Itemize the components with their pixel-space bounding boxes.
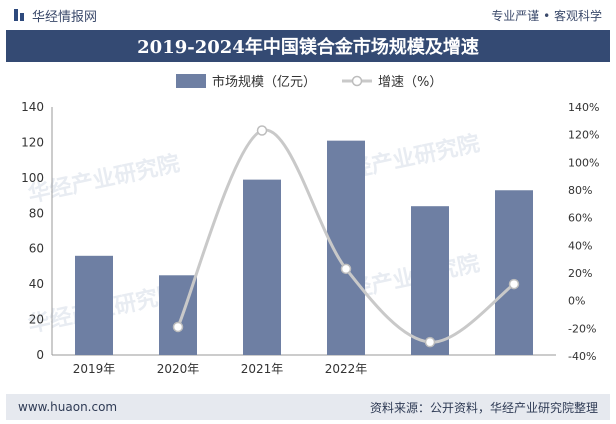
bar-2 [243,179,281,355]
left-tick-label: 20 [29,313,44,327]
x-tick-label: 2020年 [157,362,200,376]
left-tick-label: 0 [36,348,44,362]
left-tick-label: 140 [21,100,44,114]
footer-source: 资料来源：公开资料，华经产业研究院整理 [369,400,598,415]
tagline: 专业严谨 • 客观科学 [491,8,602,23]
x-tick-label: 2019年 [73,362,116,376]
logo-icon [14,9,24,21]
right-tick-label: 20% [568,267,592,280]
chart-svg: 华经产业研究院华经产业研究院华经产业研究院华经产业研究院020406080100… [21,74,599,376]
right-tick-label: 120% [568,129,599,142]
chart-title: 2019-2024年中国镁合金市场规模及增速 [6,30,610,62]
legend-line-label: 增速（%） [378,75,442,90]
x-tick-label: 2022年 [325,362,368,376]
left-tick-label: 80 [29,206,44,220]
right-tick-label: 140% [568,101,599,114]
legend-line-marker [351,75,363,87]
left-tick-label: 120 [21,135,44,149]
right-tick-label: 0% [568,295,585,308]
watermark-text: 华经产业研究院 [26,150,182,207]
left-tick-label: 40 [29,277,44,291]
right-tick-label: 40% [568,239,592,252]
brand-name: 华经情报网 [32,9,98,25]
growth-point-3 [424,336,436,348]
chart-area: 华经产业研究院华经产业研究院华经产业研究院华经产业研究院020406080100… [0,62,616,392]
x-tick-label: 2021年 [241,362,284,376]
bar-5 [495,190,533,355]
legend-bar-label: 市场规模（亿元） [212,74,316,90]
growth-point-4 [508,278,520,290]
footer-url[interactable]: www.huaon.com [18,400,118,414]
bar-4 [411,206,449,355]
growth-line [176,128,515,344]
growth-point-1 [256,125,268,136]
left-tick-label: 100 [21,171,44,185]
bar-0 [75,255,113,355]
growth-point-0 [172,321,184,333]
growth-point-2 [340,263,352,275]
top-header: 华经情报网 专业严谨 • 客观科学 [0,0,616,30]
right-tick-label: -20% [568,322,596,335]
right-tick-label: 60% [568,212,592,225]
right-tick-label: 100% [568,156,599,169]
right-tick-label: 80% [568,184,592,197]
left-tick-label: 60 [29,242,44,256]
legend-bar-swatch [176,74,206,88]
footer: www.huaon.com 资料来源：公开资料，华经产业研究院整理 [6,394,610,420]
brand: 华经情报网 [14,6,97,25]
right-tick-label: -40% [568,350,596,363]
